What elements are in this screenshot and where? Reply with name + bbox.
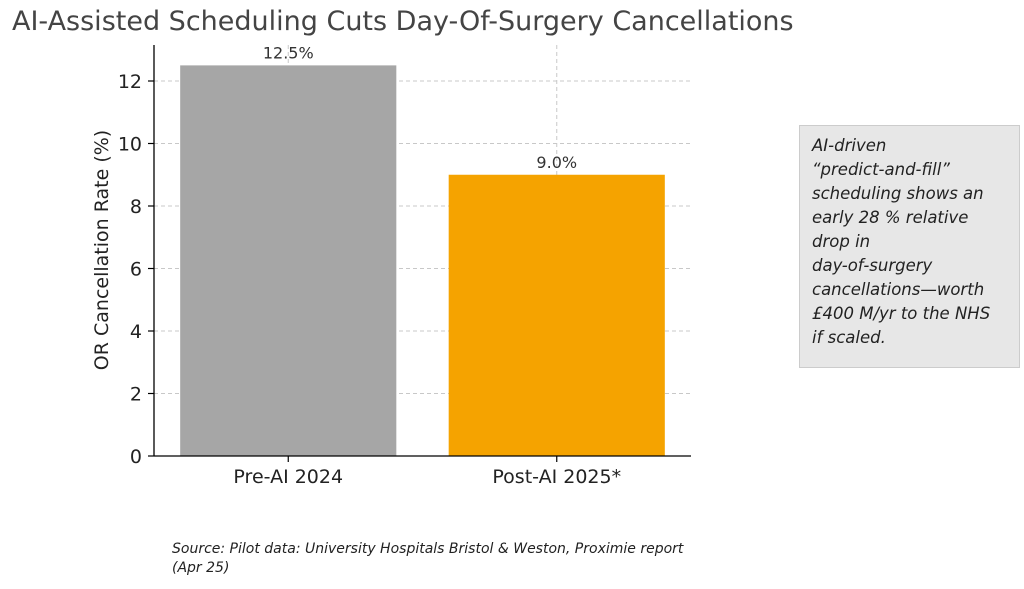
y-tick-label: 2 xyxy=(130,384,142,406)
annotation-line: “predict-and-fill” xyxy=(812,160,950,179)
annotation-line: drop in xyxy=(812,232,871,251)
x-tick-label: Post-AI 2025* xyxy=(492,466,621,488)
bar xyxy=(448,174,665,456)
annotation-line: £400 M/yr to the NHS xyxy=(812,304,991,323)
y-axis-label: OR Cancellation Rate (%) xyxy=(91,130,113,370)
annotation-line: cancellations—worth xyxy=(812,280,985,299)
value-labels: 12.5% 9.0% xyxy=(263,43,577,171)
annotation-line: early 28 % relative xyxy=(812,208,969,227)
y-tick-label: 0 xyxy=(130,446,142,468)
annotation-line: AI-driven xyxy=(812,136,887,155)
y-ticks: 0 2 4 6 8 10 12 xyxy=(118,71,154,468)
annotation-line: if scaled. xyxy=(812,328,886,347)
y-tick-label: 10 xyxy=(118,134,142,156)
y-tick-label: 6 xyxy=(130,259,142,281)
annotation-line: scheduling shows an xyxy=(812,184,984,203)
source-note: Source: Pilot data: University Hospitals… xyxy=(172,541,684,576)
axes-group xyxy=(153,45,691,457)
y-tick-label: 8 xyxy=(130,196,142,218)
bar xyxy=(180,65,397,456)
bars-group xyxy=(180,65,665,456)
y-tick-label: 12 xyxy=(118,71,142,93)
annotation-box: AI-driven “predict-and-fill” scheduling … xyxy=(799,125,1020,368)
bar-value-label: 12.5% xyxy=(263,43,314,62)
chart-title: AI-Assisted Scheduling Cuts Day-Of-Surge… xyxy=(12,6,794,37)
bar-value-label: 9.0% xyxy=(536,153,577,172)
y-tick-label: 4 xyxy=(130,321,142,343)
x-ticks: Pre-AI 2024 Post-AI 2025* xyxy=(233,456,621,488)
x-tick-label: Pre-AI 2024 xyxy=(233,466,343,488)
annotation-line: day-of-surgery xyxy=(812,256,933,275)
